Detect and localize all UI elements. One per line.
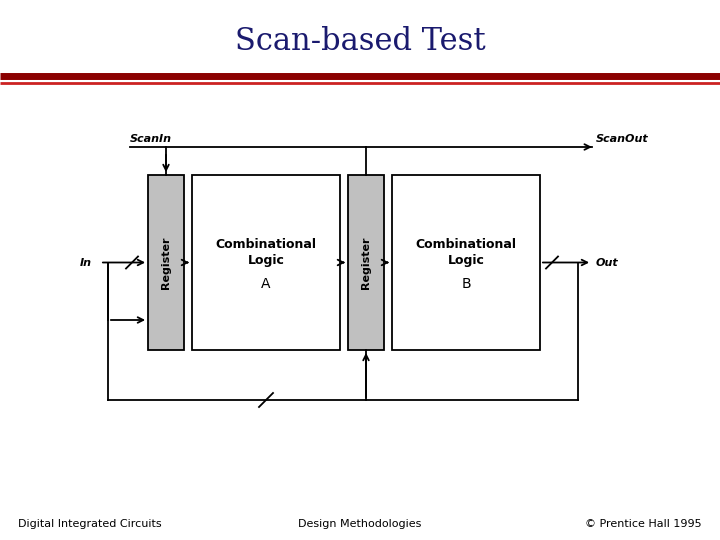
Text: ScanIn: ScanIn: [130, 134, 172, 144]
Text: Digital Integrated Circuits: Digital Integrated Circuits: [18, 519, 161, 529]
Text: Scan-based Test: Scan-based Test: [235, 26, 485, 57]
Text: Register: Register: [161, 237, 171, 289]
Text: Register: Register: [361, 237, 371, 289]
Bar: [148, 175, 184, 350]
Text: Out: Out: [596, 258, 618, 267]
Bar: [192, 175, 340, 350]
Text: In: In: [80, 258, 92, 267]
Text: Design Methodologies: Design Methodologies: [298, 519, 422, 529]
Bar: [392, 175, 540, 350]
Bar: [348, 175, 384, 350]
Text: © Prentice Hall 1995: © Prentice Hall 1995: [585, 519, 702, 529]
Text: ScanOut: ScanOut: [596, 134, 649, 144]
Text: Combinational: Combinational: [415, 238, 516, 251]
Text: B: B: [462, 278, 471, 292]
Text: A: A: [261, 278, 271, 292]
Text: Logic: Logic: [248, 254, 284, 267]
Text: Logic: Logic: [448, 254, 485, 267]
Text: Combinational: Combinational: [215, 238, 317, 251]
